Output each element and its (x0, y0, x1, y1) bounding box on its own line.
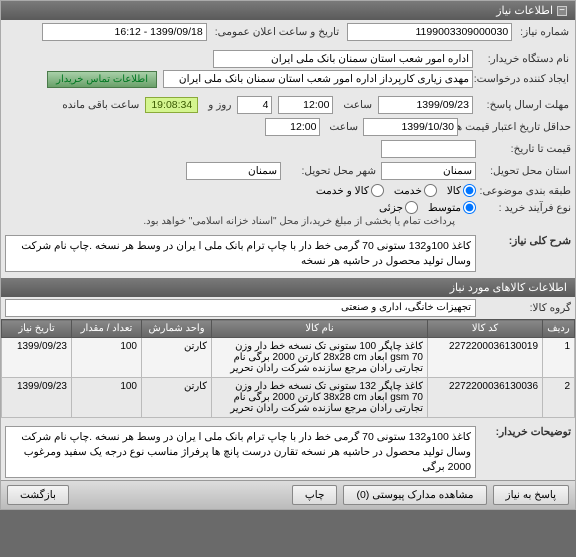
credit-date (363, 118, 458, 136)
cell-idx: 1 (543, 338, 575, 378)
col-qty: تعداد / مقدار (72, 320, 142, 338)
long-desc-label: توضیحات خریدار: (481, 426, 571, 438)
remain-lbl: ساعت باقی مانده (58, 99, 139, 111)
col-date: تاریخ نیاز (2, 320, 72, 338)
table-row[interactable]: 22272200036130036کاغذ چاپگر 132 ستونی تک… (2, 378, 575, 418)
budget-opt-service[interactable]: خدمت (394, 184, 437, 197)
main-desc-label: شرح کلی نیاز: (481, 235, 571, 247)
panel-header: − اطلاعات نیاز (1, 1, 575, 20)
announce-field (42, 23, 207, 41)
deliver-city-label: شهر محل تحویل: (286, 165, 376, 177)
cell-name: کاغذ چاپگر 100 ستونی تک نسخه خط دار وزن … (212, 338, 428, 378)
announce-label: تاریخ و ساعت اعلان عمومی: (211, 26, 339, 38)
print-button[interactable]: چاپ (292, 485, 338, 505)
items-table: ردیف کد کالا نام کالا واحد شمارش تعداد /… (1, 319, 575, 418)
process-label: نوع فرآیند خرید : (481, 202, 571, 214)
deadline-days (237, 96, 272, 114)
cell-qty: 100 (72, 378, 142, 418)
creator-field (163, 70, 473, 88)
cell-code: 2272200036130036 (428, 378, 543, 418)
cell-code: 2272200036130019 (428, 338, 543, 378)
need-no-label: شماره نیاز: (516, 26, 569, 38)
radio-both[interactable] (371, 184, 384, 197)
panel-title: اطلاعات نیاز (496, 4, 553, 17)
long-desc-text: کاغذ 100و132 ستونی 70 گرمی خط دار با چاپ… (5, 426, 476, 478)
buyer-org-label: نام دستگاه خریدار: (479, 53, 569, 65)
cell-date: 1399/09/23 (2, 378, 72, 418)
back-button[interactable]: بازگشت (7, 485, 69, 505)
process-radio-group: متوسط جزئی (379, 201, 476, 214)
footer-bar: پاسخ به نیاز مشاهده مدارک پیوستی (0) چاپ… (1, 480, 575, 509)
deliver-prov (381, 162, 476, 180)
radio-service[interactable] (424, 184, 437, 197)
days-lbl: روز و (204, 99, 231, 111)
table-row[interactable]: 12272200036130019کاغذ چاپگر 100 ستونی تک… (2, 338, 575, 378)
cell-date: 1399/09/23 (2, 338, 72, 378)
items-section-header: اطلاعات کالاهای مورد نیاز (1, 278, 575, 297)
buyer-org-field (213, 50, 473, 68)
deliver-city (186, 162, 281, 180)
collapse-icon[interactable]: − (557, 6, 567, 16)
group-label: گروه کالا: (481, 302, 571, 314)
deadline-date (378, 96, 473, 114)
deliver-prov-label: استان محل تحویل: (481, 165, 571, 177)
until-label: قیمت تا تاریخ: (481, 143, 571, 155)
budget-opt-both[interactable]: کالا و خدمت (316, 184, 384, 197)
cell-idx: 2 (543, 378, 575, 418)
radio-mid[interactable] (463, 201, 476, 214)
radio-small[interactable] (405, 201, 418, 214)
col-name: نام کالا (212, 320, 428, 338)
process-opt-mid[interactable]: متوسط (428, 201, 476, 214)
countdown-timer: 19:08:34 (145, 97, 198, 113)
need-no-field (347, 23, 512, 41)
cell-unit: کارتن (142, 378, 212, 418)
budget-opt-goods[interactable]: کالا (447, 184, 476, 197)
credit-label: حداقل تاریخ اعتبار قیمت ها: (463, 121, 571, 133)
reply-button[interactable]: پاسخ به نیاز (493, 485, 569, 505)
cell-unit: کارتن (142, 338, 212, 378)
deadline-label: مهلت ارسال پاسخ: (479, 99, 569, 111)
group-value: تجهیزات خانگی، اداری و صنعتی (5, 299, 476, 317)
attachments-button[interactable]: مشاهده مدارک پیوستی (0) (343, 485, 486, 505)
process-note: پرداخت تمام یا بخشی از مبلغ خرید،از محل … (1, 216, 575, 227)
budget-label: طبقه بندی موضوعی: (481, 185, 571, 197)
budget-radio-group: کالا خدمت کالا و خدمت (316, 184, 476, 197)
col-unit: واحد شمارش (142, 320, 212, 338)
radio-goods[interactable] (463, 184, 476, 197)
credit-time (265, 118, 320, 136)
cell-qty: 100 (72, 338, 142, 378)
creator-label: ایجاد کننده درخواست: (479, 73, 569, 85)
deadline-time-lbl: ساعت (339, 99, 372, 111)
credit-time-lbl: ساعت (325, 121, 358, 133)
deadline-time (278, 96, 333, 114)
process-opt-small[interactable]: جزئی (379, 201, 418, 214)
until-field[interactable] (381, 140, 476, 158)
col-idx: ردیف (543, 320, 575, 338)
main-desc-text: کاغذ 100و132 ستونی 70 گرمی خط دار با چاپ… (5, 235, 476, 272)
buyer-contact-button[interactable]: اطلاعات تماس خریدار (47, 71, 157, 88)
cell-name: کاغذ چاپگر 132 ستونی تک نسخه خط دار وزن … (212, 378, 428, 418)
col-code: کد کالا (428, 320, 543, 338)
